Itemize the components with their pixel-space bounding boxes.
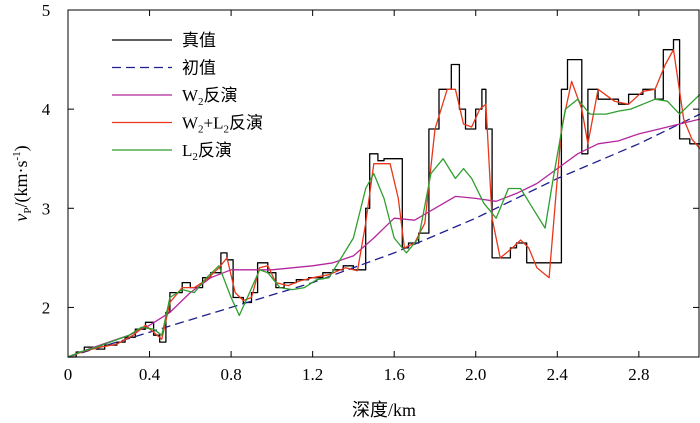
legend-entry: L2反演 xyxy=(182,141,232,163)
legend-text-part: 2 xyxy=(198,124,204,136)
legend-text-part: 反演 xyxy=(229,114,263,133)
x-axis-label: 深度/km xyxy=(352,400,416,420)
series-line-2 xyxy=(67,118,700,358)
y-axis-label-rest: /(km·s xyxy=(11,161,32,208)
series-line-3 xyxy=(67,49,700,358)
legend-text-part: W xyxy=(182,114,199,133)
legend-entry: W2+L2反演 xyxy=(182,114,263,136)
x-tick-label: 1.2 xyxy=(302,365,323,384)
y-axis-label-main: v xyxy=(11,214,31,222)
y-tick-label: 5 xyxy=(42,1,51,20)
y-axis-label-close: ) xyxy=(11,145,32,151)
series-line-1 xyxy=(67,113,700,358)
legend-text-part: 2 xyxy=(192,151,198,163)
legend-text-part: 2 xyxy=(198,96,204,108)
plot-frame xyxy=(67,9,700,358)
y-tick-label: 2 xyxy=(42,298,51,317)
series-line-0 xyxy=(68,39,700,358)
legend-entry: 初值 xyxy=(182,59,216,78)
x-tick-label: 1.6 xyxy=(384,365,405,384)
y-axis-label-sup: -1 xyxy=(11,151,23,160)
y-axis-label: vP/(km·s-1) xyxy=(11,145,34,221)
legend-text-part: L xyxy=(182,141,192,160)
x-tick-label: 0.8 xyxy=(220,365,241,384)
y-tick-label: 4 xyxy=(42,100,51,119)
legend-text-part: 真值 xyxy=(182,31,216,50)
series-line-4 xyxy=(67,93,700,358)
y-axis-label-sub: P xyxy=(22,208,34,214)
legend-text-part: +L xyxy=(204,114,224,133)
legend-entry: W2反演 xyxy=(182,86,238,108)
ticks-layer: 0 0.4 0.8 1.2 1.6 2.0 2.4 2.8 2 3 4 5 xyxy=(42,1,699,384)
x-tick-label: 0.4 xyxy=(139,365,161,384)
x-tick-label: 2.8 xyxy=(628,365,649,384)
legend-text-part: W xyxy=(182,86,199,105)
x-tick-label: 2.4 xyxy=(547,365,569,384)
y-tick-label: 3 xyxy=(42,199,51,218)
legend-text-part: 2 xyxy=(224,124,230,136)
x-tick-label: 2.0 xyxy=(465,365,486,384)
legend-entry: 真值 xyxy=(182,31,216,50)
legend-text-part: 初值 xyxy=(182,59,216,78)
x-tick-label: 0 xyxy=(64,365,73,384)
legend-text-part: 反演 xyxy=(198,141,232,160)
series-layer xyxy=(67,39,700,358)
legend-text-part: 反演 xyxy=(204,86,238,105)
